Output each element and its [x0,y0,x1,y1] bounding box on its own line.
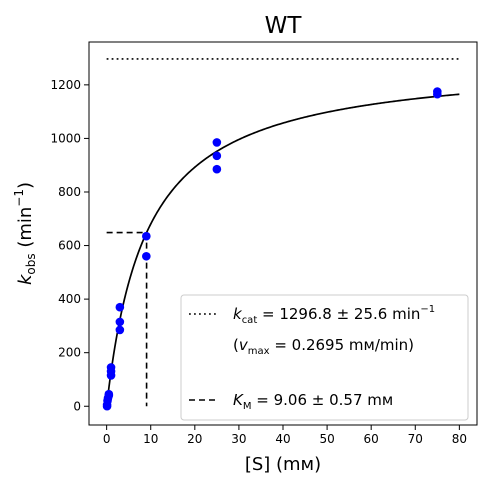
x-axis-ticks: 0 10 20 30 40 50 60 70 80 [103,425,467,446]
data-point [115,302,125,312]
y-tick-label: 1000 [50,131,81,145]
x-axis-label: [S] (mм) [245,454,321,475]
legend-km-text: KM = 9.06 ± 0.57 mм [233,391,393,412]
data-point [212,151,222,161]
data-points-group [102,87,442,411]
reference-lines [106,58,460,407]
y-axis-label-superscript: −1 [12,189,26,207]
legend-km-symbol: K [233,391,244,409]
data-point [106,363,116,372]
fit-curve-group [105,93,460,407]
y-axis-label: kobs (min−1) [12,182,38,285]
x-tick-label: 70 [408,432,423,446]
y-axis-label-unit-suffix: ) [15,182,36,189]
legend-kcat-subscript: cat [242,315,258,326]
data-point [115,325,125,335]
x-tick-label: 40 [275,432,290,446]
legend-kcat-superscript: −1 [420,304,435,315]
x-tick-label: 60 [364,432,379,446]
y-axis-ticks: 0 200 400 600 800 1000 1200 [50,78,89,413]
chart-title: WT [265,13,303,39]
y-tick-label: 800 [58,185,81,199]
y-axis-label-base: k [15,273,36,285]
legend-box [180,294,469,421]
x-tick-label: 10 [143,432,158,446]
y-tick-label: 0 [73,399,81,413]
x-tick-label: 80 [452,432,467,446]
legend-kcat-text: kcat = 1296.8 ± 25.6 min−1 [233,304,435,326]
y-axis-label-subscript: obs [24,253,38,274]
michaelis-menten-fit-curve [105,93,460,407]
y-tick-label: 200 [58,346,81,360]
legend-vmax-text: (vmax = 0.2695 mм/min) [233,336,414,357]
x-tick-label: 20 [187,432,202,446]
legend-vmax-prefix: ( [233,336,239,354]
y-tick-label: 600 [58,239,81,253]
y-axis-label-unit-prefix: (min [15,207,36,248]
legend-kcat-symbol: k [233,305,243,323]
legend-vmax-value: = 0.2695 mм/min) [270,336,414,354]
legend-vmax-subscript: max [248,346,270,357]
y-tick-label: 400 [58,292,81,306]
data-point [115,317,125,327]
data-point [433,87,442,96]
y-axis-label-group: kobs (min−1) [12,182,38,285]
legend-km-subscript: M [243,401,252,412]
y-tick-label: 1200 [50,78,81,92]
x-tick-label: 50 [319,432,334,446]
chart-title-group: WT [265,13,303,39]
data-point [142,231,151,241]
legend-vmax-symbol: v [239,336,249,354]
data-point [212,138,222,147]
legend-km-value: = 9.06 ± 0.57 mм [251,391,393,409]
data-point [104,391,114,400]
x-axis-label-group: [S] (mм) [245,454,321,475]
x-tick-label: 0 [103,432,111,446]
legend-group: kcat = 1296.8 ± 25.6 min−1 (vmax = 0.2695… [180,294,469,421]
data-point [142,251,151,261]
x-tick-label: 30 [231,432,246,446]
legend-kcat-value: = 1296.8 ± 25.6 min [257,305,420,323]
data-point [212,164,222,174]
